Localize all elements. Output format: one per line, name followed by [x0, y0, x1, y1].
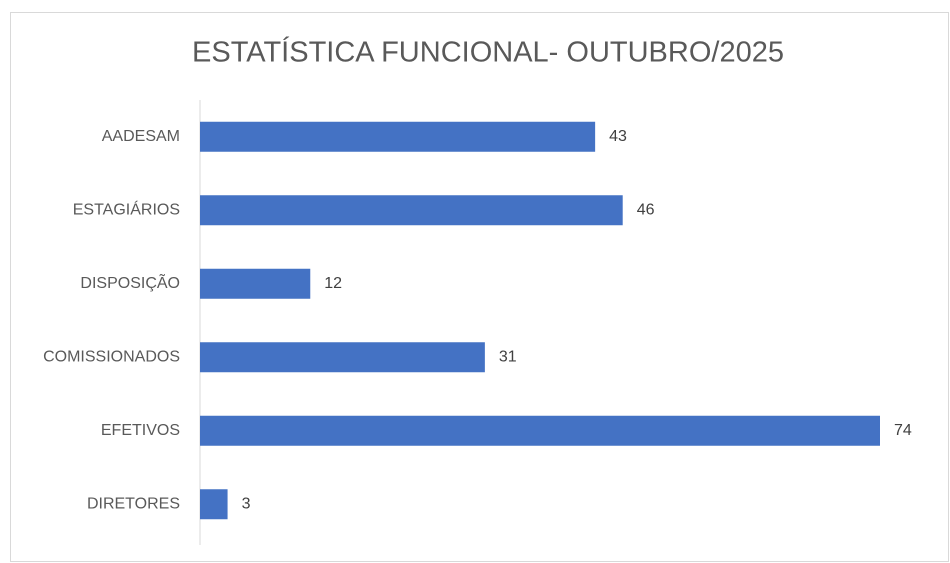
chart-border: [10, 12, 949, 562]
chart-title: ESTATÍSTICA FUNCIONAL- OUTUBRO/2025: [192, 36, 784, 69]
bar: [200, 268, 311, 299]
bar: [200, 342, 485, 373]
data-label: 12: [324, 275, 342, 292]
bar: [200, 121, 596, 152]
data-label: 46: [637, 201, 655, 218]
data-label: 31: [499, 348, 517, 365]
category-label: COMISSIONADOS: [43, 348, 180, 365]
bar: [200, 415, 880, 446]
category-label: EFETIVOS: [101, 422, 180, 439]
category-label: AADESAM: [102, 128, 180, 145]
category-label: DISPOSIÇÃO: [80, 272, 180, 292]
data-label: 3: [242, 495, 251, 512]
bar: [200, 195, 623, 226]
bar: [200, 489, 228, 520]
data-label: 74: [894, 422, 912, 439]
data-label: 43: [609, 128, 627, 145]
category-label: ESTAGIÁRIOS: [73, 199, 180, 218]
category-label: DIRETORES: [87, 495, 180, 512]
